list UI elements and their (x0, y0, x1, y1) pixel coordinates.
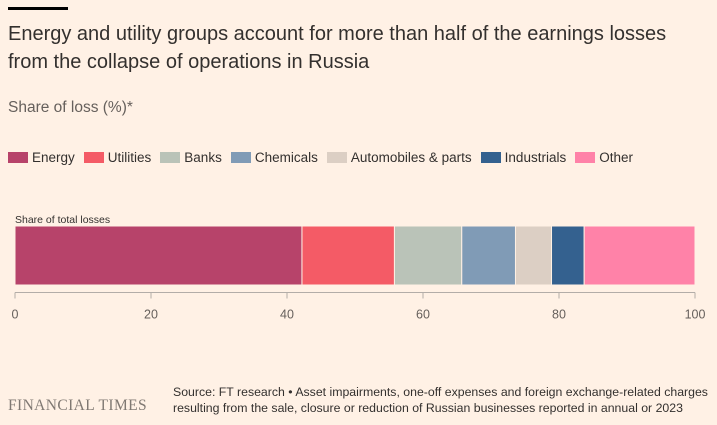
legend-label-utilities: Utilities (107, 150, 152, 165)
legend-swatch-banks (160, 152, 181, 163)
bar-segment-utilities (301, 225, 395, 286)
legend-label-automobiles: Automobiles & parts (350, 150, 472, 165)
bar-category-label: Share of total losses (15, 214, 110, 226)
legend-item-automobiles: Automobiles & parts (326, 150, 472, 165)
bar-segment-other (583, 225, 696, 286)
stacked-bar-chart: Share of total losses 0 20 40 60 80 100 (12, 214, 706, 322)
legend-swatch-automobiles (326, 152, 347, 163)
source-note: Source: FT research • Asset impairments,… (173, 385, 708, 415)
x-tick-label: 100 (685, 308, 706, 322)
legend-label-other: Other (599, 150, 633, 165)
legend-label-energy: Energy (32, 150, 75, 165)
legend-item-energy: Energy (8, 150, 75, 165)
bar-segment-energy (14, 225, 303, 286)
legend-label-chemicals: Chemicals (254, 150, 318, 165)
bar-segment-chemicals (461, 225, 516, 286)
chart-subtitle: Share of loss (%)* (8, 99, 133, 116)
bar-segment-banks (393, 225, 463, 286)
legend-label-banks: Banks (184, 150, 222, 165)
x-tick-label: 60 (416, 308, 430, 322)
legend-swatch-industrials (480, 152, 501, 163)
legend-item-other: Other (575, 150, 633, 165)
legend-item-chemicals: Chemicals (230, 150, 318, 165)
bar-segments (14, 225, 696, 286)
legend-label-industrials: Industrials (504, 150, 567, 165)
top-rule (8, 7, 68, 10)
legend-item-utilities: Utilities (83, 150, 152, 165)
x-tick-label: 0 (12, 308, 19, 322)
x-tick-label: 20 (144, 308, 158, 322)
x-tick-label: 40 (280, 308, 294, 322)
chart-title: Energy and utility groups account for mo… (8, 23, 667, 73)
ft-logo: FINANCIAL TIMES (8, 397, 148, 414)
x-tick-label: 80 (552, 308, 566, 322)
legend-swatch-utilities (83, 152, 104, 163)
bar-segment-automobiles-parts (514, 225, 553, 286)
legend-swatch-energy (8, 152, 28, 163)
bar-segment-industrials (551, 225, 585, 286)
legend-swatch-chemicals (230, 152, 251, 163)
legend-swatch-other (575, 152, 596, 163)
x-axis-ticks: 0 20 40 60 80 100 (12, 292, 706, 322)
legend-item-industrials: Industrials (480, 150, 567, 165)
legend-item-banks: Banks (160, 150, 222, 165)
legend: Energy Utilities Banks Chemicals Automob… (8, 150, 642, 165)
